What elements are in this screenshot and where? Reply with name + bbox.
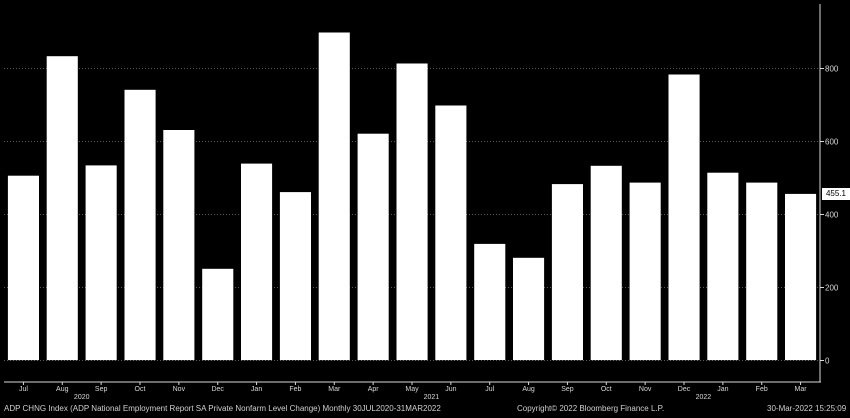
x-tick-label: Sep	[95, 386, 108, 393]
y-axis: 0 200 400 600 800	[820, 65, 839, 366]
bar	[590, 165, 622, 361]
bar	[85, 165, 117, 361]
x-tick-label: Aug	[56, 386, 69, 393]
x-tick-label: Nov	[639, 386, 652, 393]
y-tick-label: 800	[825, 65, 839, 74]
x-tick-label: Apr	[368, 386, 380, 393]
bar	[46, 56, 78, 361]
bar	[785, 193, 817, 361]
y-tick-label: 400	[825, 211, 839, 220]
bar	[357, 133, 389, 361]
last-value-badge: 455.1	[822, 188, 850, 200]
x-tick-label: Oct	[601, 386, 612, 393]
footer-description: ADP CHNG Index (ADP National Employment …	[4, 404, 441, 413]
x-tick-label: Sep	[561, 386, 574, 393]
bar	[241, 163, 273, 361]
footer-timestamp: 30-Mar-2022 15:25:09	[767, 404, 847, 413]
x-axis: Jul Aug Sep Oct Nov Dec Jan Feb Mar Apr May Jun Jul A…	[19, 382, 807, 400]
footer-copyright: Copyright© 2022 Bloomberg Finance L.P.	[517, 404, 665, 413]
bar	[396, 63, 428, 361]
x-tick-label: Mar	[795, 386, 808, 393]
footer: ADP CHNG Index (ADP National Employment …	[0, 400, 850, 418]
x-tick-label: Jun	[445, 386, 456, 393]
bar	[318, 32, 350, 361]
y-tick-label: 0	[825, 357, 830, 366]
x-year-label: 2020	[74, 394, 90, 400]
bars	[7, 32, 817, 361]
bar-chart: 0 200 400 600 800 Jul Aug Sep Oct Nov Dec Jan Feb Ma…	[4, 4, 839, 400]
x-tick-label: Feb	[756, 386, 768, 393]
bar	[707, 172, 739, 361]
x-tick-label: Dec	[678, 386, 691, 393]
bar	[551, 184, 583, 361]
bar	[668, 74, 700, 361]
bar	[163, 130, 195, 361]
x-tick-label: Oct	[135, 386, 146, 393]
x-tick-label: Nov	[173, 386, 186, 393]
bar	[124, 89, 156, 361]
x-tick-label: Dec	[211, 386, 224, 393]
x-tick-label: Mar	[328, 386, 341, 393]
bar	[629, 182, 661, 361]
y-tick-label: 200	[825, 284, 839, 293]
bar	[7, 175, 40, 361]
bar	[474, 243, 506, 360]
x-tick-label: Jan	[717, 386, 728, 393]
y-tick-label: 600	[825, 138, 839, 147]
bar	[746, 182, 778, 361]
bar	[202, 268, 234, 361]
x-year-label: 2021	[424, 394, 440, 400]
bar	[513, 257, 545, 361]
x-tick-label: May	[405, 386, 419, 393]
bar	[435, 105, 467, 361]
x-year-label: 2022	[696, 394, 712, 400]
x-tick-label: Jul	[19, 386, 28, 393]
x-tick-label: Aug	[522, 386, 535, 393]
x-tick-label: Jan	[251, 386, 262, 393]
bar	[279, 192, 311, 361]
x-tick-label: Jul	[485, 386, 494, 393]
x-tick-label: Feb	[289, 386, 301, 393]
